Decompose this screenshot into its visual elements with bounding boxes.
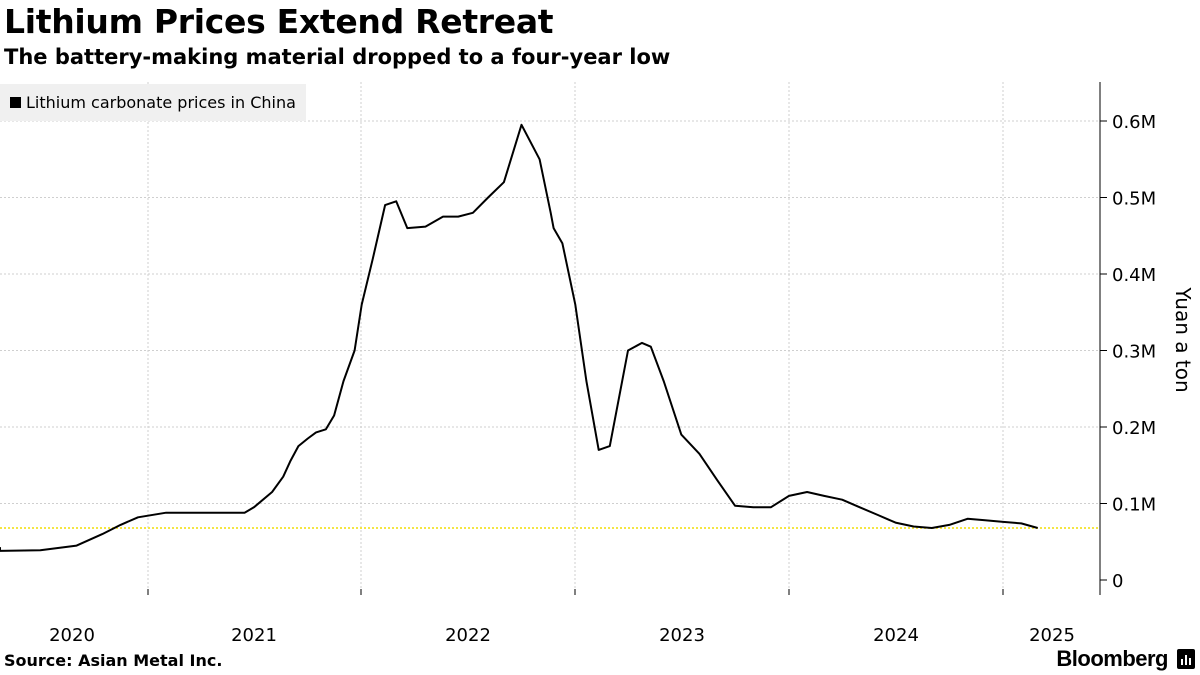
x-tick-label: 2024	[873, 625, 919, 646]
chart-subtitle: The battery-making material dropped to a…	[4, 45, 671, 69]
x-tick-label: 2023	[659, 625, 705, 646]
y-tick-label: 0.1M	[1112, 495, 1156, 516]
x-axis: 2020 2021 2022 2023 2024 2025	[49, 589, 1075, 646]
legend-swatch	[10, 97, 21, 108]
x-tick-label: 2021	[231, 625, 277, 646]
x-tick-label: 2022	[445, 625, 491, 646]
source-note: Source: Asian Metal Inc.	[4, 651, 223, 670]
series-line-lithium-carbonate	[0, 123, 1038, 552]
y-axis: 0 0.1M 0.2M 0.3M 0.4M 0.5M 0.6M	[1099, 82, 1156, 595]
chart-title: Lithium Prices Extend Retreat	[4, 2, 554, 41]
brand-logo-text: Bloomberg	[1056, 646, 1168, 671]
x-tick-label: 2025	[1029, 625, 1075, 646]
y-tick-label: 0.4M	[1112, 265, 1156, 286]
y-tick-label: 0.6M	[1112, 112, 1156, 133]
grid	[0, 82, 1100, 595]
x-tick-label: 2020	[49, 625, 95, 646]
y-tick-label: 0.3M	[1112, 342, 1156, 363]
y-tick-label: 0.2M	[1112, 418, 1156, 439]
y-tick-label: 0	[1112, 571, 1123, 592]
legend: Lithium carbonate prices in China	[0, 84, 306, 121]
y-axis-title: Yuan a ton	[1171, 286, 1195, 392]
bloomberg-terminal-icon	[1177, 649, 1195, 669]
y-tick-label: 0.5M	[1112, 189, 1156, 210]
series-group	[0, 123, 1038, 552]
legend-label: Lithium carbonate prices in China	[26, 93, 296, 112]
